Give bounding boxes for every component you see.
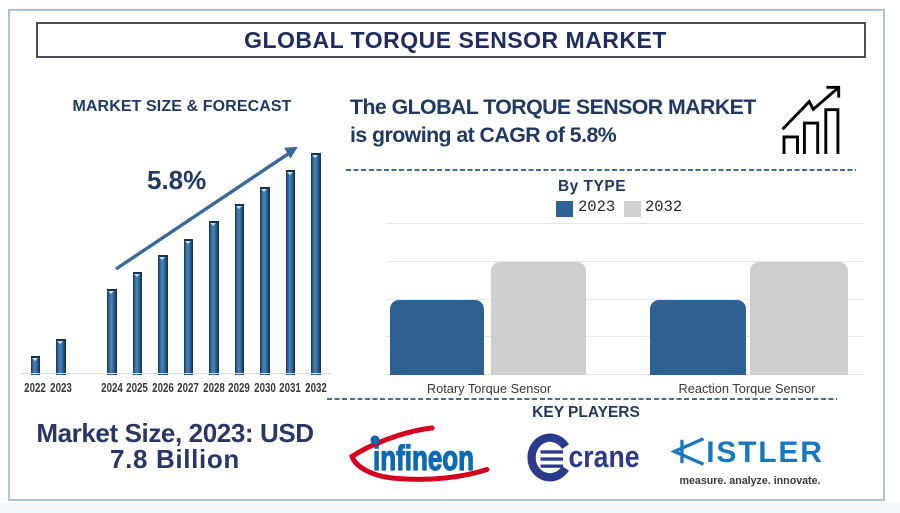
- svg-text:ISTLER: ISTLER: [706, 436, 823, 469]
- svg-text:measure. analyze. innovate.: measure. analyze. innovate.: [680, 475, 821, 487]
- svg-text:crane: crane: [569, 439, 640, 474]
- svg-text:infineon: infineon: [373, 439, 474, 478]
